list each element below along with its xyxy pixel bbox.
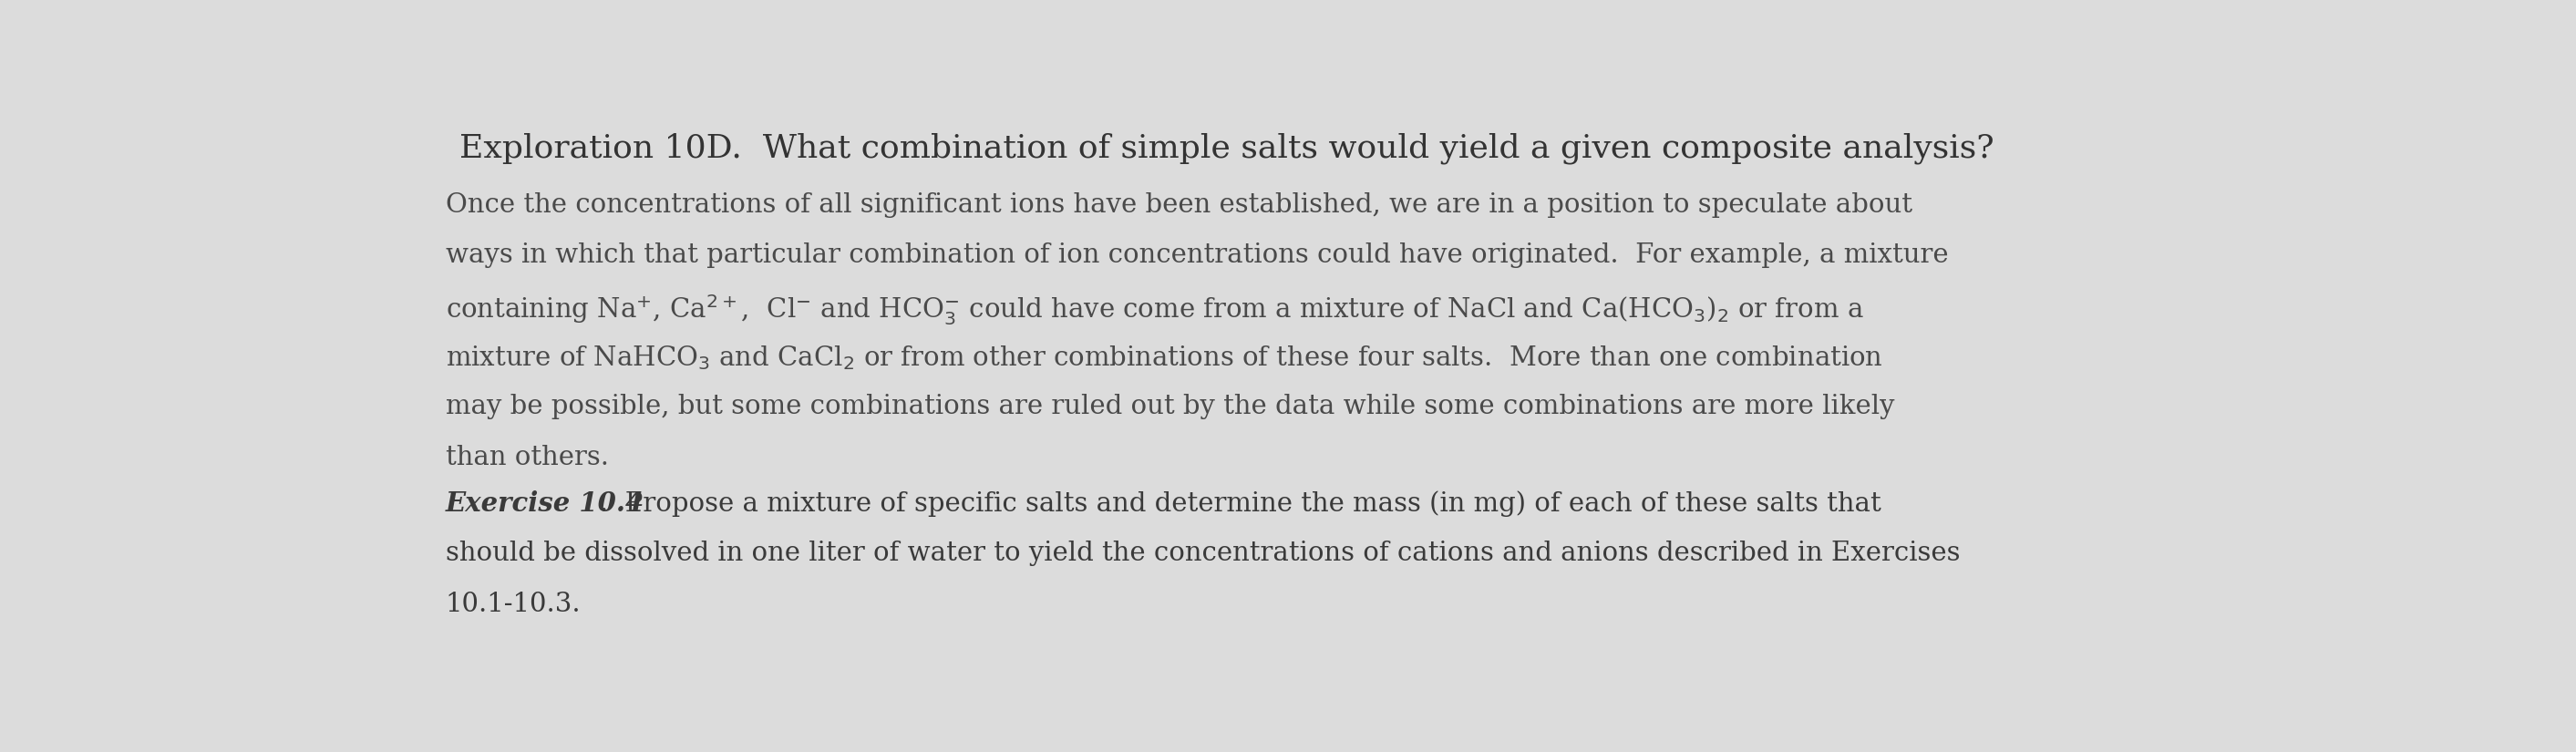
Text: 10.1-10.3.: 10.1-10.3. <box>446 591 582 617</box>
Text: containing Na$^{+}$, Ca$^{2+}$,  Cl$^{-}$ and HCO$_{3}^{-}$ could have come from: containing Na$^{+}$, Ca$^{2+}$, Cl$^{-}$… <box>446 293 1862 328</box>
Text: mixture of NaHCO$_{3}$ and CaCl$_{2}$ or from other combinations of these four s: mixture of NaHCO$_{3}$ and CaCl$_{2}$ or… <box>446 344 1883 371</box>
Text: ways in which that particular combination of ion concentrations could have origi: ways in which that particular combinatio… <box>446 243 1947 268</box>
Text: Once the concentrations of all significant ions have been established, we are in: Once the concentrations of all significa… <box>446 192 1911 217</box>
Text: should be dissolved in one liter of water to yield the concentrations of cations: should be dissolved in one liter of wate… <box>446 541 1960 566</box>
Text: may be possible, but some combinations are ruled out by the data while some comb: may be possible, but some combinations a… <box>446 394 1893 420</box>
Text: .  Propose a mixture of specific salts and determine the mass (in mg) of each of: . Propose a mixture of specific salts an… <box>600 490 1880 517</box>
Text: Exploration 10D.  What combination of simple salts would yield a given composite: Exploration 10D. What combination of sim… <box>459 132 1994 164</box>
Text: than others.: than others. <box>446 444 608 470</box>
Text: Exercise 10.4: Exercise 10.4 <box>446 490 644 517</box>
